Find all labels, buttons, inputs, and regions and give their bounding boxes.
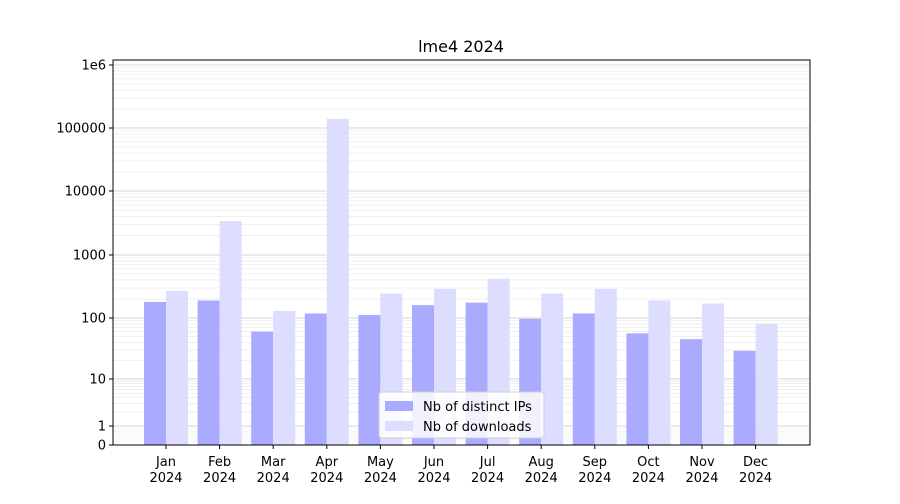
x-tick-label-year: 2024: [310, 471, 343, 486]
bar-distinct-ips: [358, 314, 381, 445]
x-tick-label-year: 2024: [578, 471, 611, 486]
x-tick-label-year: 2024: [364, 471, 397, 486]
x-tick-label-year: 2024: [685, 471, 718, 486]
x-tick-label-year: 2024: [417, 471, 450, 486]
x-tick-label-year: 2024: [471, 471, 504, 486]
bar-distinct-ips: [626, 333, 649, 445]
bar-downloads: [166, 290, 188, 445]
x-tick-label-month: Jan: [155, 455, 176, 470]
legend: Nb of distinct IPs Nb of downloads: [378, 391, 545, 439]
x-tick-label-month: Jun: [423, 455, 444, 470]
x-tick-label-year: 2024: [149, 471, 182, 486]
legend-label: Nb of downloads: [423, 420, 532, 435]
legend-swatch: [385, 421, 413, 431]
y-tick-label: 1000: [73, 249, 106, 264]
y-tick-label: 100: [81, 312, 106, 327]
bar-distinct-ips: [251, 331, 274, 445]
bar-downloads: [541, 293, 564, 445]
bar-downloads: [219, 220, 242, 445]
bar-distinct-ips: [733, 350, 756, 445]
y-tick-label: 10: [89, 373, 106, 388]
y-tick-label: 10000: [65, 185, 106, 200]
x-tick-label-month: May: [367, 455, 394, 470]
bar-downloads: [755, 323, 778, 445]
x-tick-label-year: 2024: [203, 471, 236, 486]
bar-distinct-ips: [197, 300, 220, 445]
x-tick-label-month: Feb: [208, 455, 231, 470]
bar-downloads: [326, 118, 349, 445]
bar-distinct-ips: [144, 301, 166, 445]
x-tick-label-month: Jul: [479, 455, 496, 470]
x-tick-label-month: Nov: [689, 455, 715, 470]
bar-downloads: [273, 310, 296, 445]
bar-downloads: [594, 288, 617, 445]
y-tick-label: 100000: [56, 122, 106, 137]
x-tick-label-month: Apr: [316, 455, 339, 470]
x-tick-label-year: 2024: [739, 471, 772, 486]
legend-label: Nb of distinct IPs: [423, 400, 532, 415]
x-tick-label-month: Oct: [637, 455, 659, 470]
x-tick-label-year: 2024: [257, 471, 290, 486]
y-tick-label: 1e6: [81, 59, 106, 74]
plot-frame: [112, 59, 811, 446]
x-tick-label-year: 2024: [525, 471, 558, 486]
legend-box: [378, 391, 545, 439]
bar-downloads: [648, 300, 671, 445]
x-tick-label-month: Sep: [583, 455, 608, 470]
bar-distinct-ips: [572, 313, 595, 445]
y-axis: 0 1 10 100 1000 10000 100000 1e6: [56, 59, 113, 454]
y-tick-label: 0: [98, 439, 106, 454]
x-tick-label-month: Dec: [743, 455, 768, 470]
bar-distinct-ips: [304, 313, 327, 445]
x-tick-label-month: Mar: [261, 455, 286, 470]
x-tick-label-year: 2024: [632, 471, 665, 486]
chart-title: lme4 2024: [418, 37, 504, 56]
x-tick-label-month: Aug: [529, 455, 554, 470]
x-axis: Jan2024Feb2024Mar2024Apr2024May2024Jun20…: [149, 445, 772, 486]
bar-downloads: [702, 303, 724, 445]
bar-distinct-ips: [680, 339, 702, 445]
legend-swatch: [385, 401, 413, 411]
y-tick-label: 1: [98, 420, 106, 435]
